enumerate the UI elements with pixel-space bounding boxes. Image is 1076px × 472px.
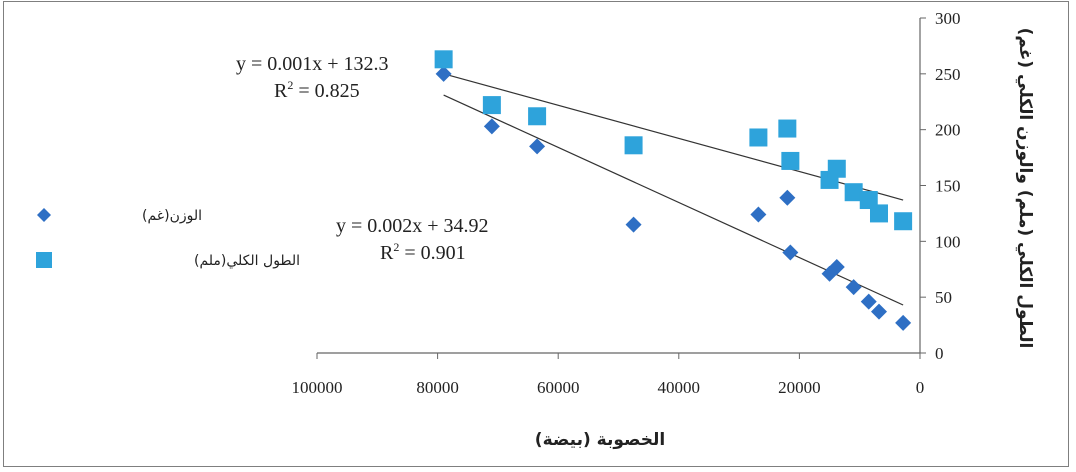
weight-point (529, 138, 546, 155)
r-squared-exponent: 2 (393, 240, 399, 254)
length-point (528, 107, 547, 126)
legend-label: الوزن(غم) (142, 208, 202, 224)
weight-point (895, 314, 912, 331)
y-tick-label: 50 (935, 288, 952, 307)
r-squared-value: = 0.825 (293, 80, 359, 102)
x-tick-label: 80000 (416, 378, 459, 397)
y-tick-label: 200 (935, 121, 961, 140)
x-tick-label: 20000 (778, 378, 821, 397)
weight-point (860, 293, 877, 310)
length-point (894, 212, 913, 231)
length-point (869, 204, 888, 223)
weight-point (483, 118, 500, 135)
weight-point (750, 206, 767, 223)
legend-square-icon (36, 252, 52, 268)
y-tick-label: 100 (935, 232, 961, 251)
y-tick-label: 0 (935, 344, 944, 363)
length-point (827, 159, 846, 178)
length-point (778, 119, 797, 138)
x-tick-label: 60000 (537, 378, 580, 397)
weight-point (779, 189, 796, 206)
weight-point (782, 244, 799, 261)
trendline-equation: y = 0.002x + 34.92 (336, 215, 489, 237)
legend-label: الطول الكلي(ملم) (194, 253, 300, 269)
x-axis-title: الخصوبة (بيضة) (535, 430, 665, 450)
chart-frame (3, 1, 1069, 467)
length-point (844, 183, 863, 202)
r-squared-label: R2 = 0.901 (380, 240, 466, 264)
weight-point (625, 216, 642, 233)
weight-point (435, 65, 452, 82)
length-point (482, 96, 501, 115)
r-squared-value: = 0.901 (399, 242, 465, 264)
weight-point (870, 303, 887, 320)
legend-diamond-icon (37, 208, 51, 222)
legend: الوزن(غم) الطول الكلي(ملم) (36, 208, 300, 269)
y-axis-title: الطول الكلي (ملم) والوزن الكلي (غم) (1015, 28, 1035, 349)
weight-point (845, 279, 862, 296)
x-tick-label: 40000 (658, 378, 701, 397)
x-tick-label: 0 (916, 378, 925, 397)
labels: 100000 80000 60000 40000 20000 00 50 100 150 200 2… (236, 9, 1035, 450)
trendline-equation: y = 0.001x + 132.3 (236, 53, 389, 75)
r-squared-symbol: R (380, 242, 394, 264)
length-point (749, 128, 768, 147)
r-squared-symbol: R (274, 80, 288, 102)
weight-point (828, 259, 845, 276)
length-point (434, 50, 453, 69)
length-point (781, 151, 800, 170)
data-points (434, 50, 913, 331)
y-tick-label: 250 (935, 65, 961, 84)
x-tick-label: 100000 (292, 378, 343, 397)
axes (316, 17, 926, 359)
y-tick-label: 150 (935, 177, 961, 196)
y-tick-label: 300 (935, 9, 961, 28)
r-squared-exponent: 2 (287, 78, 293, 92)
length-point (624, 136, 643, 155)
r-squared-label: R2 = 0.825 (274, 78, 360, 102)
